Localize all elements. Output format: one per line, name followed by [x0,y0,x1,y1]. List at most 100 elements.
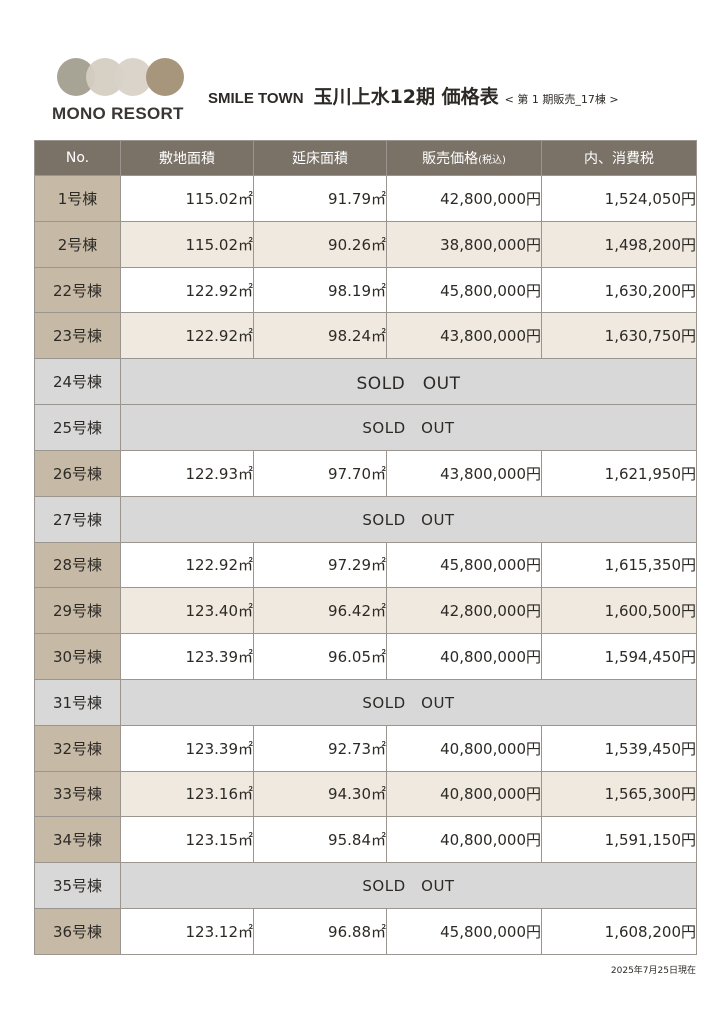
row-land-area: 122.92㎡ [120,312,254,360]
project-name: SMILE TOWN [208,90,304,107]
row-land-area: 122.92㎡ [120,541,254,589]
row-house-number: 1号棟 [34,175,121,222]
sold-out-label: SOLD OUT [120,404,697,451]
row-house-number: 31号棟 [34,678,121,726]
table-row: 31号棟 SOLD OUT [34,678,697,726]
header-price-label: 販売価格 [422,151,479,167]
row-floor-area: 95.84㎡ [253,816,387,864]
row-price: 40,800,000円 [386,770,542,818]
sold-out-label: SOLD OUT [120,862,697,909]
row-house-number: 32号棟 [34,724,121,772]
logo-circle-icon [114,58,152,96]
row-land-area: 122.92㎡ [120,266,254,314]
table-row: 27号棟 SOLD OUT [34,495,697,543]
row-land-area: 115.02㎡ [120,175,254,222]
row-house-number: 36号棟 [34,908,121,955]
table-header-row: No. 敷地面積 延床面積 販売価格(税込) 内、消費税 [34,140,697,176]
table-row: 34号棟 123.15㎡ 95.84㎡ 40,800,000円 1,591,150円 [34,816,697,864]
row-house-number: 33号棟 [34,770,121,818]
title-sub: < 第 1 期販売_17棟 > [504,93,619,106]
row-floor-area: 92.73㎡ [253,724,387,772]
table-row: 30号棟 123.39㎡ 96.05㎡ 40,800,000円 1,594,450円 [34,633,697,680]
title-main: 玉川上水12期 価格表 [313,86,499,108]
row-land-area: 123.40㎡ [120,587,254,635]
row-tax: 1,630,750円 [541,312,697,360]
sold-out-label: SOLD OUT [120,495,697,543]
header-floor-area: 延床面積 [253,140,387,176]
row-floor-area: 97.29㎡ [253,541,387,589]
row-house-number: 29号棟 [34,587,121,635]
row-house-number: 26号棟 [34,449,121,497]
row-land-area: 123.16㎡ [120,770,254,818]
row-price: 40,800,000円 [386,724,542,772]
table-row: 24号棟 SOLD OUT [34,358,697,406]
row-tax: 1,498,200円 [541,220,697,268]
row-price: 45,800,000円 [386,908,542,955]
row-price: 42,800,000円 [386,175,542,222]
table-row: 33号棟 123.16㎡ 94.30㎡ 40,800,000円 1,565,300円 [34,770,697,818]
row-floor-area: 94.30㎡ [253,770,387,818]
row-house-number: 34号棟 [34,816,121,864]
row-land-area: 122.93㎡ [120,449,254,497]
row-house-number: 27号棟 [34,495,121,543]
table-row: 25号棟 SOLD OUT [34,404,697,451]
row-price: 40,800,000円 [386,816,542,864]
row-land-area: 123.39㎡ [120,633,254,680]
table-row: 26号棟 122.93㎡ 97.70㎡ 43,800,000円 1,621,950円 [34,449,697,497]
row-price: 40,800,000円 [386,633,542,680]
row-floor-area: 97.70㎡ [253,449,387,497]
row-floor-area: 96.05㎡ [253,633,387,680]
row-tax: 1,630,200円 [541,266,697,314]
header-price-note: (税込) [478,155,506,166]
table-row: 23号棟 122.92㎡ 98.24㎡ 43,800,000円 1,630,750円 [34,312,697,360]
row-price: 43,800,000円 [386,312,542,360]
row-land-area: 123.15㎡ [120,816,254,864]
header-no: No. [34,140,121,176]
row-tax: 1,615,350円 [541,541,697,589]
row-floor-area: 91.79㎡ [253,175,387,222]
row-tax: 1,600,500円 [541,587,697,635]
row-tax: 1,594,450円 [541,633,697,680]
row-tax: 1,591,150円 [541,816,697,864]
sold-out-label: SOLD OUT [120,358,697,406]
page-title: SMILE TOWN 玉川上水12期 価格表 < 第 1 期販売_17棟 > [208,82,619,109]
row-land-area: 123.39㎡ [120,724,254,772]
row-house-number: 25号棟 [34,404,121,451]
header-price: 販売価格(税込) [386,140,542,176]
brand-name: MONO RESORT [52,104,184,123]
header-land-area: 敷地面積 [120,140,254,176]
row-house-number: 30号棟 [34,633,121,680]
row-floor-area: 96.42㎡ [253,587,387,635]
row-floor-area: 98.24㎡ [253,312,387,360]
row-tax: 1,524,050円 [541,175,697,222]
row-house-number: 35号棟 [34,862,121,909]
as-of-date: 2025年7月25日現在 [610,966,696,976]
table-row: 29号棟 123.40㎡ 96.42㎡ 42,800,000円 1,600,500円 [34,587,697,635]
table-row: 22号棟 122.92㎡ 98.19㎡ 45,800,000円 1,630,200円 [34,266,697,314]
row-tax: 1,621,950円 [541,449,697,497]
row-price: 42,800,000円 [386,587,542,635]
sold-out-label: SOLD OUT [120,678,697,726]
row-floor-area: 90.26㎡ [253,220,387,268]
row-land-area: 115.02㎡ [120,220,254,268]
row-price: 38,800,000円 [386,220,542,268]
row-price: 45,800,000円 [386,541,542,589]
table-row: 32号棟 123.39㎡ 92.73㎡ 40,800,000円 1,539,450円 [34,724,697,772]
row-house-number: 2号棟 [34,220,121,268]
row-price: 45,800,000円 [386,266,542,314]
row-floor-area: 98.19㎡ [253,266,387,314]
table-row: 2号棟 115.02㎡ 90.26㎡ 38,800,000円 1,498,200円 [34,220,697,268]
row-tax: 1,565,300円 [541,770,697,818]
logo-circle-icon [146,58,184,96]
row-floor-area: 96.88㎡ [253,908,387,955]
row-tax: 1,539,450円 [541,724,697,772]
table-row: 1号棟 115.02㎡ 91.79㎡ 42,800,000円 1,524,050円 [34,175,697,222]
brand-logo: MONO RESORT [52,58,192,128]
row-house-number: 23号棟 [34,312,121,360]
table-row: 36号棟 123.12㎡ 96.88㎡ 45,800,000円 1,608,200円 [34,908,697,955]
row-price: 43,800,000円 [386,449,542,497]
row-house-number: 24号棟 [34,358,121,406]
header-tax: 内、消費税 [541,140,697,176]
table-row: 28号棟 122.92㎡ 97.29㎡ 45,800,000円 1,615,350円 [34,541,697,589]
row-house-number: 22号棟 [34,266,121,314]
